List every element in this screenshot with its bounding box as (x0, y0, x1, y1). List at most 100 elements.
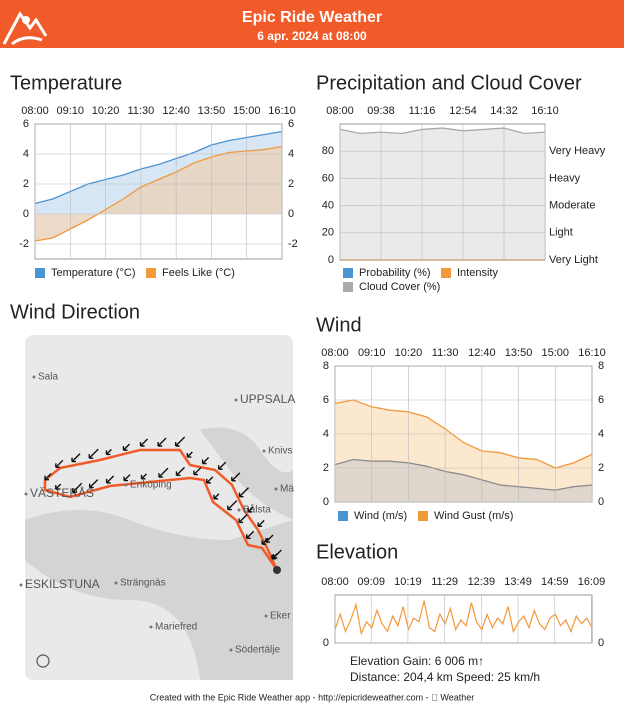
wind-arrow (217, 461, 227, 470)
x-tick-label: 09:38 (367, 105, 395, 117)
x-tick-label: 12:39 (468, 576, 496, 588)
place-dot (24, 492, 28, 496)
legend-label: Probability (%) (359, 267, 431, 279)
x-tick-label: 15:00 (542, 347, 570, 359)
y-tick-label: 40 (322, 200, 334, 212)
y-tick-label: 8 (323, 360, 329, 372)
header-bar (0, 0, 624, 48)
y-tick-label-right: 4 (288, 148, 294, 160)
area (35, 146, 282, 241)
wind-arrow (213, 493, 220, 500)
place-label: Sala (38, 372, 58, 383)
y-tick-label-right: 0 (598, 637, 604, 649)
place-dot (32, 375, 36, 379)
place-label: UPPSALA (240, 392, 295, 406)
x-tick-label: 10:19 (394, 576, 422, 588)
chart-title: Precipitation and Cloud Cover (316, 72, 582, 94)
y2-tick-label: Very Heavy (549, 145, 606, 157)
y-tick-label: -2 (19, 238, 29, 250)
wind-arrow (72, 482, 83, 493)
area (340, 128, 545, 260)
wind-arrow (71, 453, 81, 463)
x-tick-label: 16:10 (578, 347, 606, 359)
place-dot (262, 449, 266, 453)
place-label: Södertälje (235, 645, 280, 656)
y-tick-label-right: 2 (288, 178, 294, 190)
y-tick-label: 2 (23, 178, 29, 190)
x-tick-label: 14:59 (541, 576, 569, 588)
stat: Distance: 204,4 km Speed: 25 km/h (350, 670, 540, 684)
legend-swatch (418, 511, 428, 521)
wind-arrow (105, 448, 112, 456)
y2-tick-label: Heavy (549, 172, 581, 184)
wind-arrow (265, 534, 274, 543)
wind-arrow (122, 443, 130, 451)
y-tick-label: 6 (323, 394, 329, 406)
wind-arrow (238, 487, 250, 498)
legend-label: Cloud Cover (%) (359, 281, 440, 293)
x-tick-label: 08:00 (21, 105, 49, 117)
y-tick-label-right: 8 (598, 360, 604, 372)
place-dot (229, 648, 233, 652)
x-tick-label: 08:00 (321, 576, 349, 588)
x-tick-label: 11:30 (127, 105, 154, 117)
y-tick-label: 60 (322, 172, 334, 184)
wind-arrow (174, 436, 186, 447)
y-tick-label: 0 (323, 637, 329, 649)
x-tick-label: 13:50 (505, 347, 533, 359)
legend-swatch (343, 268, 353, 278)
x-tick-label: 13:49 (504, 576, 532, 588)
footer: Created with the Epic Ride Weather app -… (150, 692, 475, 702)
line (334, 399, 593, 469)
legend-swatch (146, 268, 156, 278)
line (34, 145, 283, 242)
chart-title: Temperature (10, 72, 122, 94)
place-label: Mariefred (155, 622, 197, 633)
x-tick-label: 10:20 (395, 347, 423, 359)
y-tick-label-right: 6 (598, 394, 604, 406)
wind-arrow (55, 483, 62, 490)
wind-arrow (139, 438, 149, 447)
y-tick-label-right: 2 (598, 462, 604, 474)
x-tick-label: 15:00 (233, 105, 261, 117)
y2-tick-label: Very Light (549, 254, 598, 266)
wind-arrow (123, 474, 131, 482)
x-tick-label: 08:00 (321, 347, 349, 359)
x-tick-label: 08:00 (326, 105, 354, 117)
y-tick-label: 20 (322, 227, 334, 239)
wind-arrow (55, 459, 64, 469)
place-label: Strängnäs (120, 578, 166, 589)
place-label: VÄSTERÅS (30, 485, 94, 500)
place-dot (274, 487, 278, 491)
x-tick-label: 16:09 (578, 576, 606, 588)
y2-tick-label: Light (549, 227, 573, 239)
x-tick-label: 16:10 (268, 105, 296, 117)
y-tick-label: 4 (323, 428, 329, 440)
x-tick-label: 09:10 (358, 347, 386, 359)
y-tick-label: 4 (23, 148, 29, 160)
y-tick-label: 2 (323, 462, 329, 474)
x-tick-label: 12:54 (449, 105, 477, 117)
y-tick-label: 0 (323, 496, 329, 508)
x-tick-label: 09:09 (357, 576, 385, 588)
legend-label: Intensity (457, 267, 498, 279)
y2-tick-label: Moderate (549, 200, 595, 212)
y-tick-label-right: 0 (598, 496, 604, 508)
y-tick-label: 6 (23, 118, 29, 130)
wind-arrow (88, 448, 99, 459)
x-tick-label: 10:20 (92, 105, 120, 117)
wind-arrow (175, 466, 185, 477)
legend-label: Wind (m/s) (354, 510, 407, 522)
x-tick-label: 11:30 (432, 347, 459, 359)
line (334, 458, 593, 491)
chart-title: Wind (316, 314, 362, 336)
y-tick-label-right: 6 (288, 118, 294, 130)
legend-label: Feels Like (°C) (162, 267, 235, 279)
place-dot (114, 581, 118, 585)
chart-title: Elevation (316, 541, 398, 563)
wind-arrow (231, 472, 241, 482)
legend-swatch (35, 268, 45, 278)
y-tick-label: 80 (322, 145, 334, 157)
